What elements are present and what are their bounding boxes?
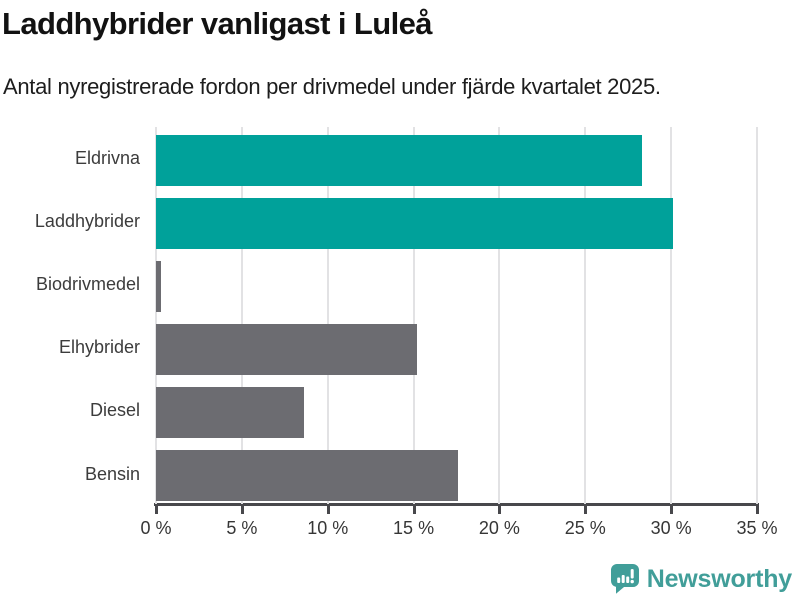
bar-diesel <box>156 386 304 438</box>
x-axis-tick-label-15: 15 % <box>393 518 435 538</box>
x-axis-tick-20 <box>498 506 502 514</box>
gridline-5 <box>240 127 243 504</box>
bar-bensin <box>156 450 459 501</box>
x-axis-tick-15 <box>412 506 416 514</box>
category-label-5: Bensin <box>84 463 140 484</box>
x-axis-tick-label-0: 0 % <box>140 518 172 538</box>
newsworthy-wordmark: Newsworthy <box>646 564 792 593</box>
x-axis-tick-10 <box>326 506 330 514</box>
x-axis-tick-label-5: 5 % <box>226 518 258 538</box>
gridline-35 <box>756 127 758 504</box>
bar-laddhybrider <box>156 197 673 249</box>
category-label-4: Diesel <box>89 400 140 421</box>
x-axis-tick-0 <box>155 506 158 514</box>
newsworthy-logo: Newsworthy <box>610 562 792 596</box>
gridline-30 <box>670 127 673 504</box>
x-axis-tick-label-20: 20 % <box>478 518 520 538</box>
x-axis-tick-25 <box>584 506 588 514</box>
chart-title: Laddhybrider vanligast i Luleå <box>2 6 432 41</box>
category-label-3: Elhybrider <box>58 337 140 358</box>
x-axis-tick-30 <box>670 506 674 514</box>
gridline-15 <box>412 127 415 504</box>
x-axis-tick-label-25: 25 % <box>564 518 606 538</box>
bar-eldrivna <box>156 134 642 186</box>
x-axis-tick-label-30: 30 % <box>650 518 692 538</box>
bar-elhybrider <box>156 323 417 375</box>
chart-subtitle: Antal nyregistrerade fordon per drivmede… <box>3 74 661 99</box>
gridline-0 <box>155 127 157 504</box>
gridline-25 <box>584 127 587 504</box>
newsworthy-speech-bubble-bar-chart-icon <box>610 564 639 594</box>
gridline-10 <box>326 127 329 504</box>
category-label-1: Laddhybrider <box>34 211 140 232</box>
gridline-20 <box>498 127 501 504</box>
category-label-0: Eldrivna <box>74 148 140 168</box>
x-axis-tick-5 <box>240 506 244 514</box>
plot-area: 0 % 5 % 10 % 15 % 20 % 25 % 30 % 35 % <box>140 127 778 538</box>
bar-biodrivmedel <box>156 260 162 312</box>
category-labels: Eldrivna Laddhybrider Biodrivmedel Elhybrid… <box>0 127 140 504</box>
x-axis-line <box>154 503 759 506</box>
x-axis-tick-35 <box>756 506 759 514</box>
category-label-2: Biodrivmedel <box>35 274 140 295</box>
x-axis-tick-label-35: 35 % <box>736 518 778 538</box>
x-axis-tick-label-10: 10 % <box>307 518 349 538</box>
